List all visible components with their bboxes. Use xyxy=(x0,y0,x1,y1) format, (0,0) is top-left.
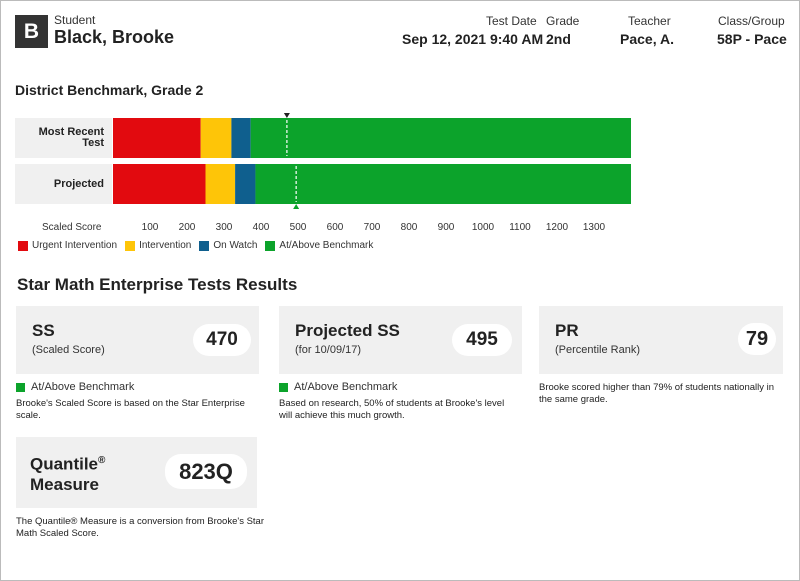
legend-item-at-above: At/Above Benchmark xyxy=(265,240,373,251)
ss-card-value: 470 xyxy=(193,324,251,356)
legend-label: At/Above Benchmark xyxy=(279,240,374,251)
legend-item-urgent: Urgent Intervention xyxy=(18,240,117,251)
x-tick-label: 800 xyxy=(401,222,418,233)
grade-label: Grade xyxy=(546,14,580,28)
row-label-line: Most Recent xyxy=(38,126,104,138)
quantile-note: The Quantile® Measure is a conversion fr… xyxy=(16,516,265,539)
bar-segment-intervention xyxy=(205,164,236,204)
projected-card-value: 495 xyxy=(452,324,512,356)
bar-segment-on-watch xyxy=(231,118,251,158)
legend-swatch xyxy=(125,240,136,251)
chart-legend: Urgent Intervention Intervention On Watc… xyxy=(18,240,381,251)
ss-card-title: SS xyxy=(32,321,55,340)
x-tick-label: 100 xyxy=(142,222,159,233)
teacher-value: Pace, A. xyxy=(620,31,674,47)
pr-card: PR (Percentile Rank) 79 xyxy=(539,306,783,374)
student-avatar: B xyxy=(15,15,48,48)
legend-swatch xyxy=(265,240,276,251)
legend-item-on-watch: On Watch xyxy=(199,240,257,251)
quantile-card-title: Quantile® Measure xyxy=(30,451,105,495)
row-label-line: Projected xyxy=(53,177,104,190)
pr-card-value: 79 xyxy=(738,323,776,355)
bar-segment-urgent xyxy=(113,164,206,204)
x-tick-label: 1200 xyxy=(546,222,569,233)
ss-note: Brooke's Scaled Score is based on the St… xyxy=(16,398,245,421)
results-title: Star Math Enterprise Tests Results xyxy=(17,275,298,294)
projected-note: Based on research, 50% of students at Br… xyxy=(279,398,505,421)
registered-mark: ® xyxy=(98,455,106,466)
quantile-card-value: 823Q xyxy=(165,454,247,489)
legend-item-intervention: Intervention xyxy=(125,240,191,251)
ss-card: SS (Scaled Score) 470 xyxy=(16,306,259,374)
quantile-card: Quantile® Measure 823Q xyxy=(16,437,257,508)
quantile-title-line: Measure xyxy=(30,474,99,494)
x-tick-label: 700 xyxy=(364,222,381,233)
student-label: Student xyxy=(54,13,96,27)
pr-card-title: PR xyxy=(555,321,579,340)
ss-status-label: At/Above Benchmark xyxy=(31,381,135,393)
x-axis-label: Scaled Score xyxy=(42,222,102,233)
x-tick-label: 600 xyxy=(327,222,344,233)
status-swatch xyxy=(279,382,288,392)
teacher-label: Teacher xyxy=(628,14,671,28)
x-tick-label: 400 xyxy=(253,222,270,233)
status-swatch xyxy=(16,382,25,392)
projected-status: At/Above Benchmark xyxy=(279,381,397,393)
projected-card-title: Projected SS xyxy=(295,321,400,340)
pr-card-subtitle: (Percentile Rank) xyxy=(555,344,640,356)
x-tick-label: 300 xyxy=(216,222,233,233)
row-label-line: Test xyxy=(82,137,104,149)
bar-segment-at-above xyxy=(255,164,631,204)
test-date-label: Test Date xyxy=(486,14,537,28)
class-value: 58P - Pace xyxy=(717,31,787,47)
test-date-value: Sep 12, 2021 9:40 AM xyxy=(402,31,544,47)
projected-status-label: At/Above Benchmark xyxy=(294,381,398,393)
pr-note: Brooke scored higher than 79% of student… xyxy=(539,382,775,405)
bar-segment-on-watch xyxy=(235,164,256,204)
grade-value: 2nd xyxy=(546,31,571,47)
bar-segment-urgent xyxy=(113,118,201,158)
x-tick-label: 1300 xyxy=(583,222,606,233)
x-tick-label: 500 xyxy=(290,222,307,233)
score-marker-arrow xyxy=(293,204,300,209)
bar-segment-intervention xyxy=(200,118,232,158)
legend-swatch xyxy=(199,240,210,251)
legend-label: Intervention xyxy=(139,240,192,251)
ss-status: At/Above Benchmark xyxy=(16,381,134,393)
row-label-most-recent: Most Recent Test xyxy=(15,118,112,158)
score-marker-arrow xyxy=(283,113,290,118)
x-tick-label: 1100 xyxy=(509,222,531,233)
x-tick-label: 1000 xyxy=(472,222,495,233)
student-name: Black, Brooke xyxy=(54,27,175,47)
x-tick-label: 900 xyxy=(438,222,455,233)
legend-swatch xyxy=(18,240,28,251)
legend-label: On Watch xyxy=(213,240,258,251)
quantile-title-line: Quantile xyxy=(30,454,99,474)
bar-segment-at-above xyxy=(250,118,631,158)
benchmark-title: District Benchmark, Grade 2 xyxy=(15,82,204,98)
ss-card-subtitle: (Scaled Score) xyxy=(32,344,105,356)
x-tick-label: 200 xyxy=(179,222,196,233)
benchmark-chart: Scaled Score 100 200 300 400 500 600 700 800 900 1… xyxy=(42,113,631,233)
row-label-projected: Projected xyxy=(15,164,112,204)
projected-card-subtitle: (for 10/09/17) xyxy=(295,344,362,356)
legend-label: Urgent Intervention xyxy=(32,240,118,251)
class-label: Class/Group xyxy=(718,14,785,28)
projected-ss-card: Projected SS (for 10/09/17) 495 xyxy=(279,306,522,374)
